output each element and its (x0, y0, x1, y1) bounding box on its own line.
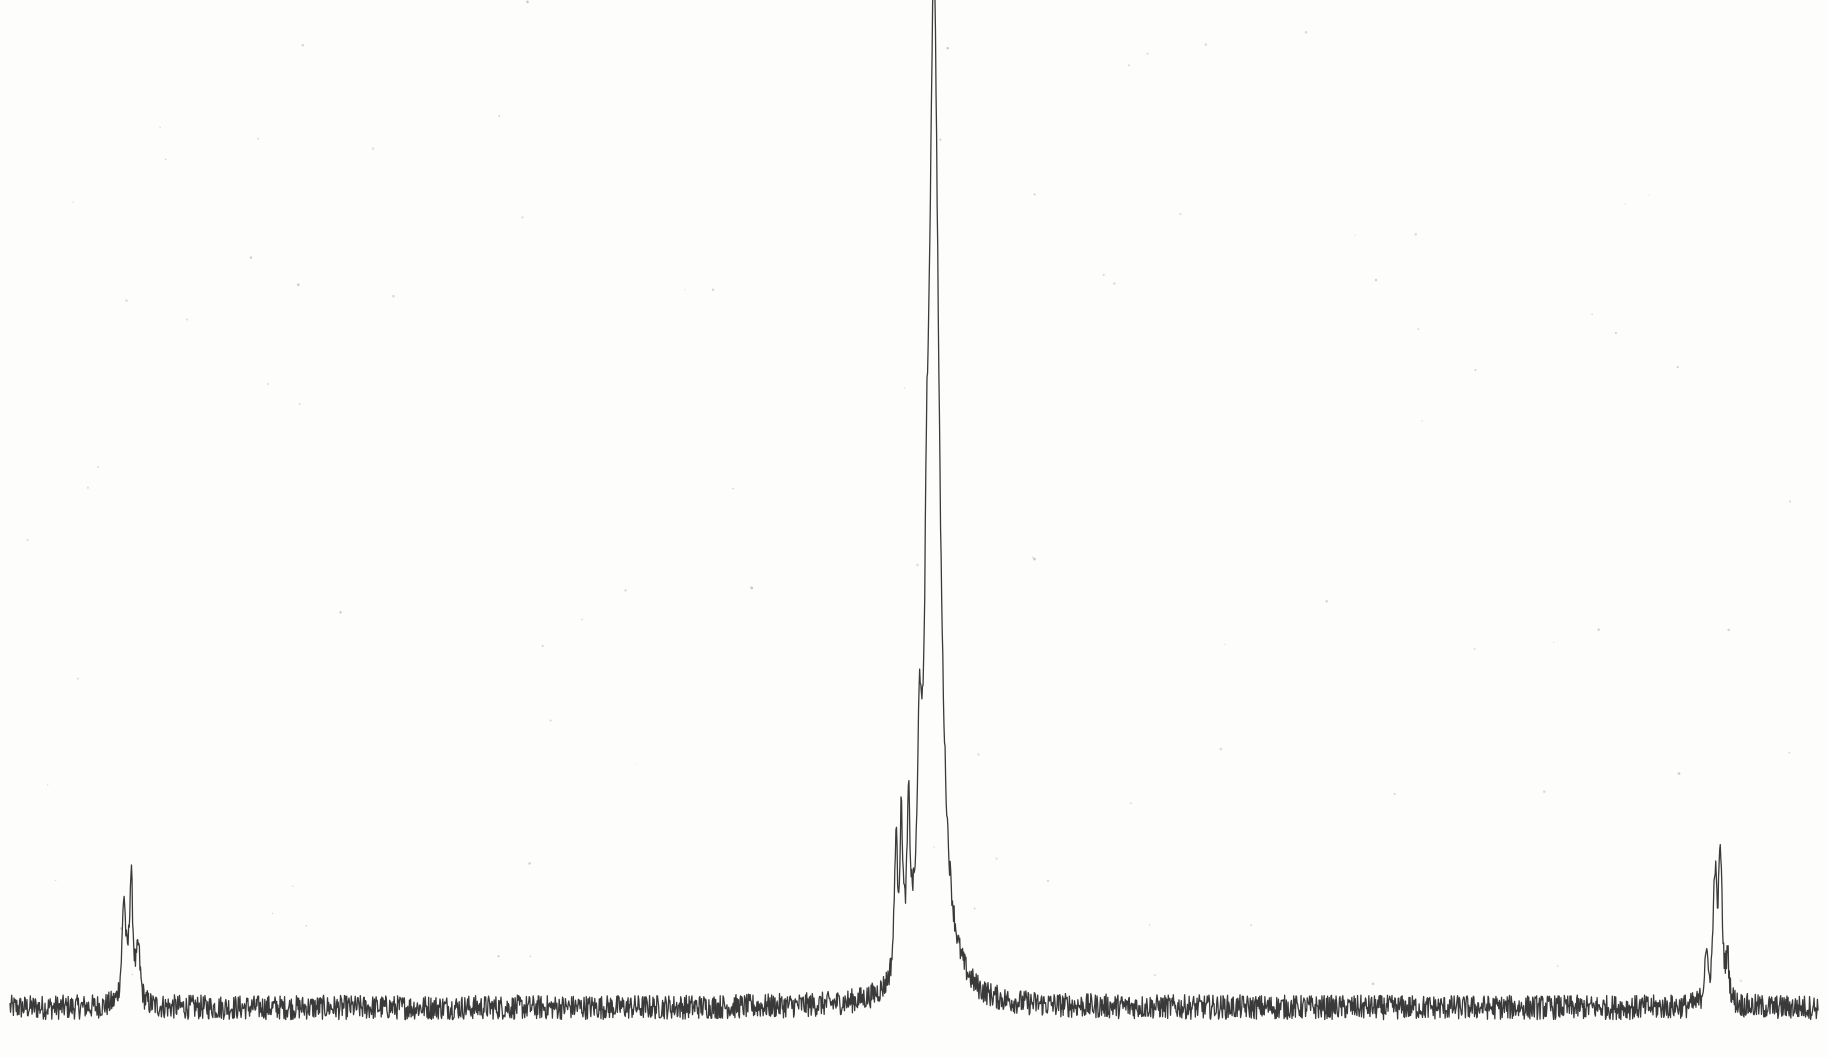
paper-speckle (131, 973, 134, 976)
paper-speckle (46, 783, 49, 786)
paper-speckle (1148, 924, 1151, 926)
paper-speckle (257, 137, 259, 140)
paper-speckle (1417, 328, 1420, 330)
paper-speckle (159, 126, 161, 129)
paper-speckle (1473, 647, 1476, 651)
paper-speckle (125, 299, 128, 302)
paper-speckle (1591, 313, 1593, 316)
paper-speckle (86, 486, 90, 489)
paper-speckle (1374, 278, 1378, 282)
paper-speckle (1414, 232, 1418, 236)
paper-speckle (977, 753, 980, 756)
paper-speckle (292, 885, 294, 887)
paper-speckle (164, 158, 167, 161)
paper-speckle (1102, 273, 1105, 276)
paper-speckle (995, 857, 998, 860)
paper-speckles (26, 0, 1792, 986)
paper-speckle (946, 46, 949, 50)
spectrum-traces (9, 0, 1819, 1021)
paper-speckle (1128, 64, 1130, 67)
paper-speckle (1556, 965, 1559, 968)
paper-speckle (973, 907, 976, 910)
paper-speckle (636, 762, 638, 764)
paper-speckle (305, 925, 308, 927)
paper-speckle (711, 288, 715, 291)
paper-speckle (1224, 643, 1226, 646)
paper-speckle (1648, 194, 1650, 196)
paper-speckle (266, 382, 270, 386)
paper-speckle (1153, 974, 1156, 977)
paper-speckle (1788, 751, 1791, 754)
paper-speckle (750, 586, 754, 590)
paper-speckle (541, 644, 544, 647)
paper-speckle (1727, 628, 1730, 632)
paper-speckle (526, 0, 529, 4)
paper-speckle (497, 955, 500, 958)
paper-speckle (1371, 982, 1375, 986)
paper-speckle (529, 955, 532, 958)
paper-speckle (96, 466, 100, 469)
paper-speckle (1677, 772, 1681, 775)
paper-speckle (1325, 600, 1328, 603)
spectrum-series-line (9, 0, 1819, 1021)
paper-speckle (339, 611, 342, 614)
paper-speckle (1788, 500, 1792, 503)
paper-speckle (249, 256, 253, 259)
paper-speckle (939, 138, 942, 141)
paper-speckle (732, 487, 734, 490)
paper-speckle (1553, 641, 1555, 644)
paper-speckle (1393, 793, 1396, 795)
paper-speckle (298, 403, 301, 405)
paper-speckle (1739, 979, 1743, 983)
paper-speckle (549, 719, 552, 722)
paper-speckle (1421, 419, 1424, 422)
paper-speckle (1219, 747, 1223, 751)
paper-speckle (1614, 331, 1617, 335)
paper-speckle (1129, 802, 1132, 805)
paper-speckle (296, 283, 300, 287)
paper-speckle (624, 589, 627, 592)
paper-speckle (26, 539, 29, 542)
paper-speckle (528, 862, 531, 865)
paper-speckle (1146, 52, 1149, 56)
paper-speckle (1033, 557, 1036, 561)
paper-speckle (933, 846, 935, 848)
paper-speckle (1543, 790, 1546, 793)
paper-speckle (392, 294, 395, 298)
paper-speckle (1304, 30, 1308, 34)
paper-speckle (1179, 212, 1182, 216)
paper-speckle (1204, 43, 1208, 46)
paper-speckle (301, 44, 305, 47)
paper-speckle (371, 147, 375, 150)
paper-speckle (903, 387, 906, 389)
paper-speckle (581, 618, 584, 621)
paper-speckle (54, 879, 57, 882)
paper-speckle (271, 912, 274, 915)
paper-speckle (1113, 282, 1116, 285)
paper-speckle (498, 115, 501, 117)
paper-speckle (916, 563, 919, 567)
paper-speckle (1046, 879, 1050, 883)
paper-speckle (1474, 368, 1477, 372)
paper-speckle (1354, 234, 1356, 236)
paper-speckle (684, 289, 686, 291)
paper-speckle (72, 201, 74, 204)
paper-speckle (1676, 366, 1679, 369)
paper-speckle (1033, 193, 1036, 196)
paper-speckle (1624, 203, 1626, 205)
paper-speckle (185, 318, 189, 321)
paper-speckle (1032, 556, 1034, 559)
paper-speckle (1597, 628, 1600, 631)
paper-speckle (521, 216, 524, 219)
paper-speckle (1250, 924, 1253, 927)
paper-speckle (76, 677, 80, 680)
